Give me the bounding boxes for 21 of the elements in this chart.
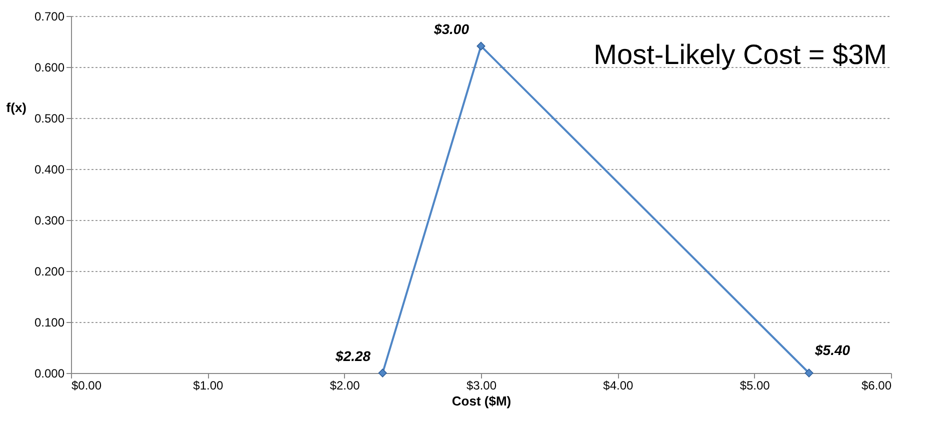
y-tick-label: 0.600 — [34, 60, 65, 74]
annotation: Most-Likely Cost = $3M — [594, 39, 887, 70]
y-tick-label: 0.500 — [34, 112, 65, 126]
y-tick-label: 0.200 — [34, 264, 65, 278]
x-tick-label: $1.00 — [193, 378, 224, 392]
y-axis-title: f(x) — [6, 100, 26, 115]
annotation: $5.40 — [814, 342, 850, 358]
x-tick-label: $0.00 — [72, 378, 102, 392]
y-tick-label: 0.300 — [34, 214, 65, 228]
y-tick-label: 0.100 — [34, 316, 65, 330]
x-tick-label: $6.00 — [861, 378, 892, 392]
x-tick-label: $2.00 — [330, 378, 360, 392]
x-tick-label: $5.00 — [740, 378, 770, 392]
x-tick-label: $3.00 — [466, 378, 497, 392]
y-tick-label: 0.400 — [34, 162, 65, 176]
x-tick-label: $4.00 — [603, 378, 634, 392]
annotation: $3.00 — [432, 21, 470, 38]
x-axis-title: Cost ($M) — [452, 394, 512, 408]
annotation: $2.28 — [334, 348, 371, 364]
y-tick-label: 0.700 — [34, 10, 65, 24]
y-tick-label: 0.000 — [34, 366, 65, 380]
